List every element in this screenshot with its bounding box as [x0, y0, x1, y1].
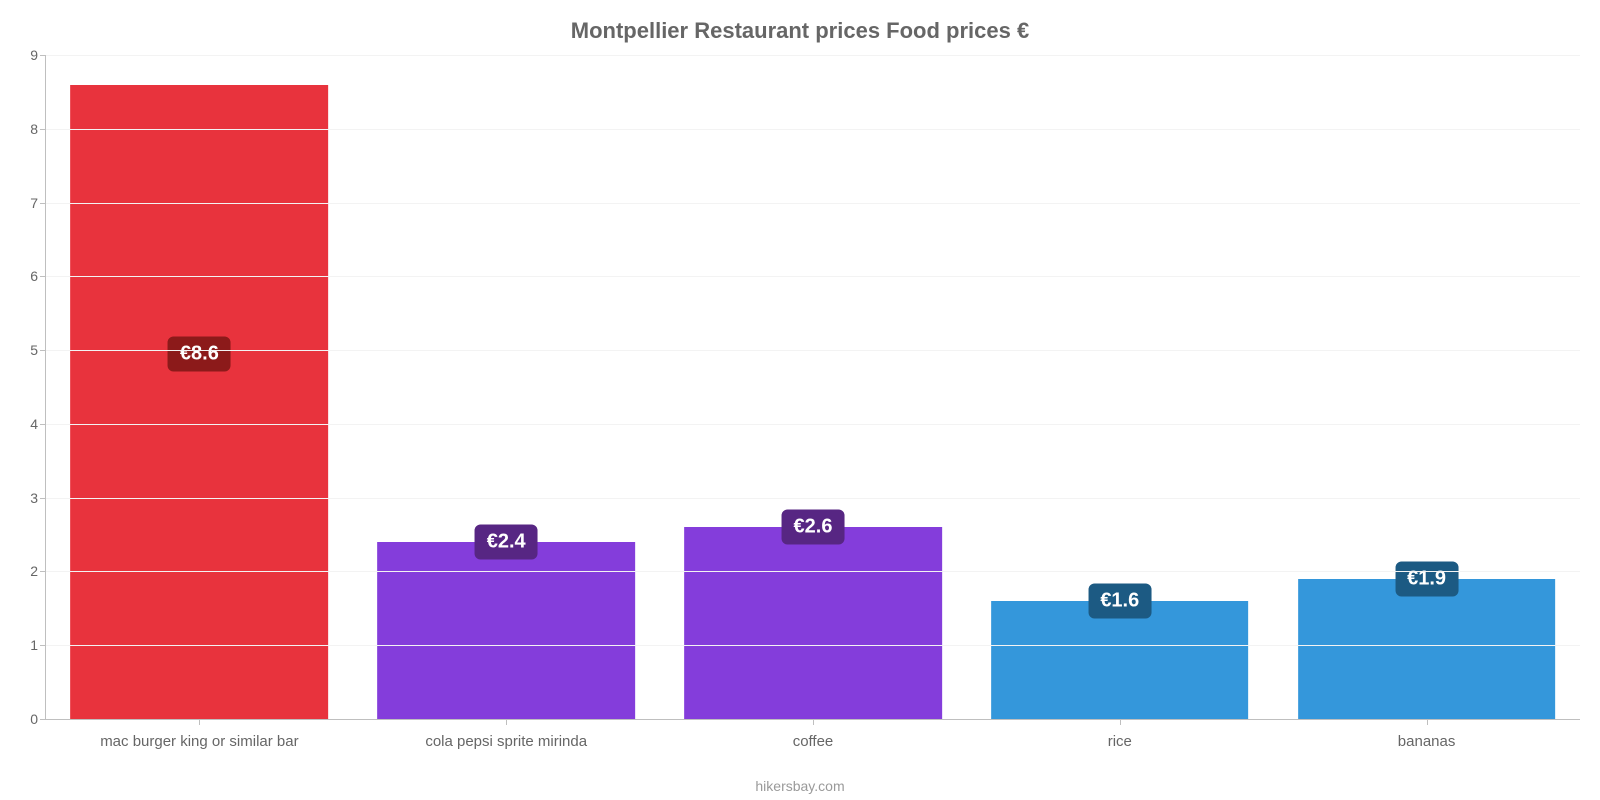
x-category-label: rice — [1108, 733, 1132, 750]
y-tick-label: 7 — [16, 195, 38, 211]
bar-value-label: €2.4 — [475, 524, 538, 559]
bar-slot: €8.6mac burger king or similar bar — [46, 55, 353, 719]
gridline — [46, 276, 1580, 277]
gridline — [46, 571, 1580, 572]
bar-value-label: €2.6 — [782, 510, 845, 545]
chart-title: Montpellier Restaurant prices Food price… — [0, 0, 1600, 44]
y-tick-mark — [40, 719, 46, 720]
y-tick-label: 4 — [16, 416, 38, 432]
gridline — [46, 645, 1580, 646]
x-category-label: mac burger king or similar bar — [100, 733, 298, 750]
y-tick-mark — [40, 645, 46, 646]
y-tick-mark — [40, 350, 46, 351]
y-tick-label: 3 — [16, 490, 38, 506]
gridline — [46, 498, 1580, 499]
y-tick-label: 9 — [16, 47, 38, 63]
bar-value-label: €1.9 — [1395, 561, 1458, 596]
x-category-label: cola pepsi sprite mirinda — [425, 733, 587, 750]
y-tick-mark — [40, 129, 46, 130]
x-tick-mark — [1120, 719, 1121, 725]
plot-area: €8.6mac burger king or similar bar€2.4co… — [45, 55, 1580, 720]
bar-slot: €1.6rice — [966, 55, 1273, 719]
x-tick-mark — [813, 719, 814, 725]
y-tick-label: 6 — [16, 268, 38, 284]
x-category-label: coffee — [793, 733, 834, 750]
chart-container: Montpellier Restaurant prices Food price… — [0, 0, 1600, 800]
bar-slot: €2.4cola pepsi sprite mirinda — [353, 55, 660, 719]
bar — [684, 527, 942, 719]
y-tick-label: 2 — [16, 563, 38, 579]
chart-credit: hikersbay.com — [0, 778, 1600, 794]
x-category-label: bananas — [1398, 733, 1456, 750]
y-tick-label: 1 — [16, 637, 38, 653]
bar — [991, 601, 1249, 719]
bar-slot: €1.9bananas — [1273, 55, 1580, 719]
gridline — [46, 350, 1580, 351]
bar-value-label: €1.6 — [1088, 583, 1151, 618]
x-tick-mark — [506, 719, 507, 725]
x-tick-mark — [1427, 719, 1428, 725]
y-tick-mark — [40, 424, 46, 425]
bars-group: €8.6mac burger king or similar bar€2.4co… — [46, 55, 1580, 719]
x-tick-mark — [199, 719, 200, 725]
bar-slot: €2.6coffee — [660, 55, 967, 719]
y-tick-mark — [40, 276, 46, 277]
y-tick-label: 0 — [16, 711, 38, 727]
y-tick-mark — [40, 55, 46, 56]
bar — [377, 542, 635, 719]
y-tick-label: 8 — [16, 121, 38, 137]
y-tick-label: 5 — [16, 342, 38, 358]
gridline — [46, 424, 1580, 425]
bar — [71, 85, 329, 719]
bar-value-label: €8.6 — [168, 336, 231, 371]
y-tick-mark — [40, 571, 46, 572]
y-tick-mark — [40, 498, 46, 499]
y-tick-mark — [40, 203, 46, 204]
gridline — [46, 203, 1580, 204]
gridline — [46, 129, 1580, 130]
gridline — [46, 55, 1580, 56]
bar — [1298, 579, 1556, 719]
